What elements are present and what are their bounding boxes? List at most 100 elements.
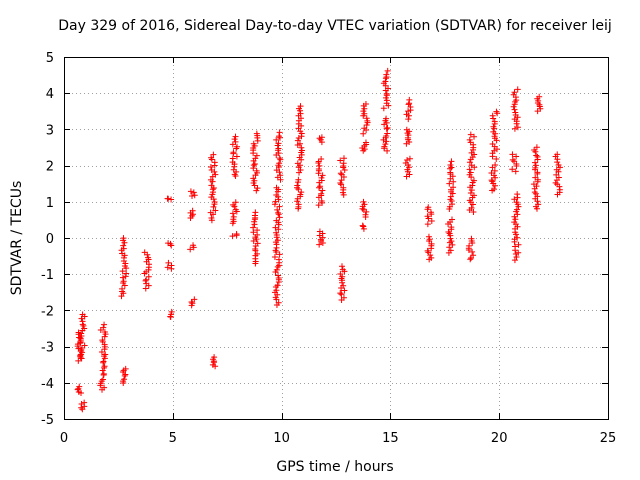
data-point [383, 115, 390, 122]
data-point [339, 266, 346, 273]
data-point [490, 123, 497, 130]
point-cluster [403, 126, 413, 147]
data-point [209, 361, 216, 368]
point-cluster [315, 155, 326, 209]
data-point [100, 370, 107, 377]
data-point [145, 273, 152, 280]
data-point [467, 131, 474, 138]
data-point [119, 285, 126, 292]
y-tick-label: 3 [46, 123, 54, 138]
data-point [120, 235, 127, 242]
data-point [448, 158, 455, 165]
point-cluster [510, 86, 521, 132]
data-point [530, 181, 537, 188]
data-point [250, 224, 257, 231]
point-cluster [119, 365, 129, 387]
data-point [341, 167, 348, 174]
data-point [298, 144, 305, 151]
data-point [119, 268, 126, 275]
data-point [81, 399, 88, 406]
point-cluster [402, 155, 413, 180]
data-point [467, 169, 474, 176]
data-point [277, 172, 284, 179]
data-point [208, 154, 215, 161]
data-point [318, 155, 325, 162]
data-point [383, 125, 390, 132]
data-point [102, 351, 109, 358]
point-cluster [97, 321, 109, 378]
data-point [448, 164, 455, 171]
data-point [273, 136, 280, 143]
point-cluster [359, 198, 370, 220]
data-point [120, 242, 127, 249]
point-cluster [488, 162, 499, 194]
data-point [273, 266, 280, 273]
point-cluster [511, 191, 522, 264]
data-point [384, 67, 391, 74]
data-point [315, 165, 322, 172]
data-point [251, 218, 258, 225]
data-point [532, 159, 539, 166]
data-point [276, 133, 283, 140]
data-point [274, 282, 281, 289]
y-tick-label: -5 [41, 413, 54, 428]
data-point [254, 240, 261, 247]
data-point [99, 367, 106, 374]
data-point [364, 117, 371, 124]
data-point [514, 124, 521, 131]
data-point [315, 202, 322, 209]
data-point [446, 239, 453, 246]
point-cluster [164, 259, 175, 272]
data-point [511, 106, 518, 113]
data-point [101, 321, 108, 328]
data-point [553, 171, 560, 178]
data-point [211, 159, 218, 166]
y-axis-label: SDTVAR / TECUs [9, 181, 25, 296]
data-point [229, 155, 236, 162]
data-point [212, 171, 219, 178]
data-point [491, 186, 498, 193]
point-cluster [165, 240, 175, 249]
x-tick-labels: 0 5 10 15 20 25 [60, 431, 616, 446]
data-point [360, 206, 367, 213]
data-point [384, 147, 391, 154]
data-point [233, 231, 240, 238]
data-point [275, 196, 282, 203]
data-point [141, 249, 148, 256]
data-point [466, 197, 473, 204]
data-point [469, 248, 476, 255]
data-point [210, 151, 217, 158]
data-point [467, 190, 474, 197]
data-point [250, 175, 257, 182]
data-point [254, 250, 261, 257]
data-point [229, 233, 236, 240]
data-point [78, 315, 85, 322]
data-point [489, 112, 496, 119]
data-point [319, 187, 326, 194]
point-cluster [187, 188, 198, 199]
data-point [142, 277, 149, 284]
data-point [98, 349, 105, 356]
y-tick-label: -1 [41, 268, 54, 283]
point-cluster [316, 228, 326, 248]
data-point [164, 264, 171, 271]
data-point [491, 133, 498, 140]
data-point [123, 270, 130, 277]
data-point [511, 89, 518, 96]
data-point [76, 383, 83, 390]
point-cluster [188, 296, 198, 309]
data-point [488, 177, 495, 184]
data-point [425, 233, 432, 240]
point-cluster [141, 249, 153, 292]
data-point [212, 207, 219, 214]
point-cluster [316, 134, 325, 146]
data-point [164, 195, 171, 202]
data-point [383, 97, 390, 104]
data-point [448, 224, 455, 231]
data-point [273, 229, 280, 236]
data-point [470, 177, 477, 184]
data-point [490, 128, 497, 135]
data-point [360, 130, 367, 137]
point-cluster [78, 399, 88, 413]
data-point [230, 201, 237, 208]
